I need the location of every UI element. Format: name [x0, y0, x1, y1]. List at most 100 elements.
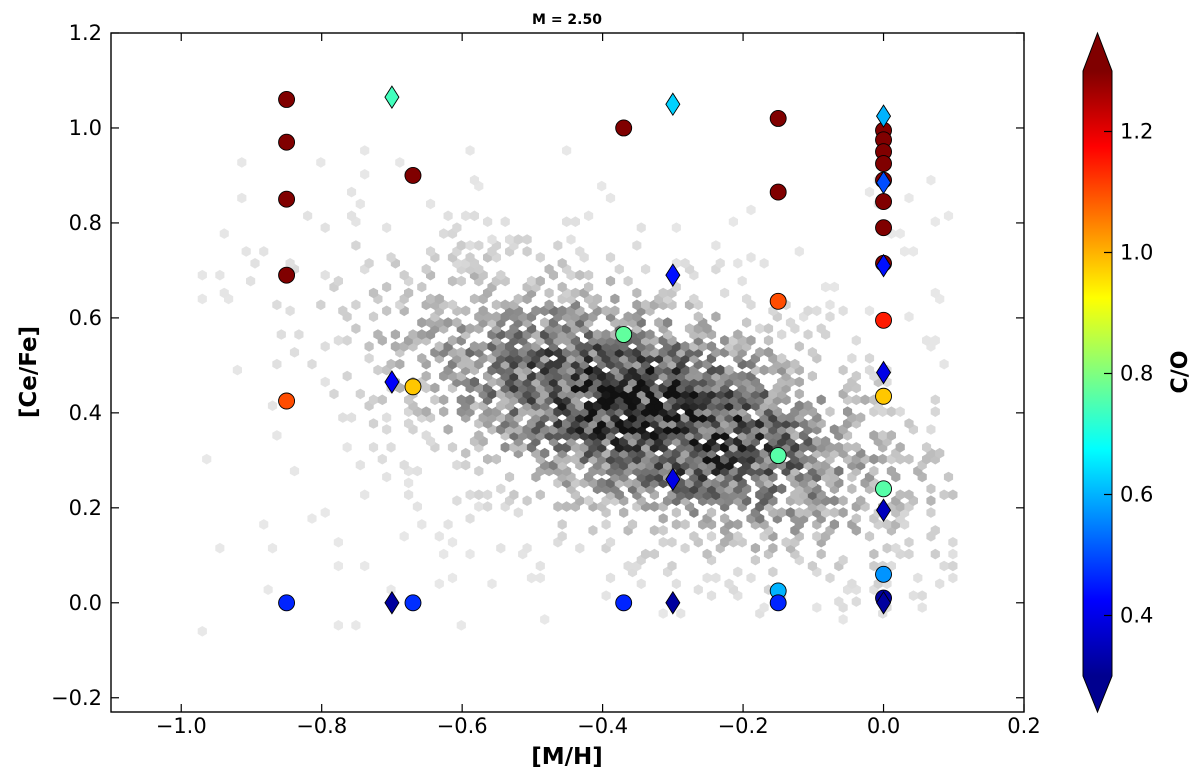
circle-point [769, 110, 787, 127]
hexbin-cell [676, 608, 686, 619]
hexbin-cell [777, 353, 787, 364]
circle-point [769, 594, 787, 612]
hexbin-cell [399, 269, 409, 281]
hexbin-cell [895, 228, 905, 239]
hexbin-cell [333, 335, 343, 346]
diamond-point [665, 590, 681, 615]
hexbin-cell [763, 323, 774, 334]
hexbin-cell [544, 287, 554, 299]
hexbin-cell [320, 222, 330, 233]
hexbin-cell [627, 519, 638, 530]
hexbin-cell [943, 471, 954, 483]
hexbin-cell [237, 157, 247, 168]
circle-point [769, 183, 787, 201]
hexbin-cell [816, 323, 826, 334]
y-axis: −0.2 0.0 0.2 0.4 0.6 0.8 1.0 1.2 [51, 21, 1024, 710]
hexbin-cell [461, 459, 471, 471]
hexbin-cell [562, 145, 572, 156]
hexbin-cell [544, 263, 554, 275]
circle-point [278, 91, 296, 108]
colorbar-tick-label: 1.2 [1120, 120, 1153, 144]
diamond-point [384, 370, 400, 394]
hexbin-cell [404, 489, 414, 501]
hexbin-cell [926, 174, 936, 186]
hexbin-cell [610, 305, 620, 317]
hexbin-cell [869, 453, 879, 465]
hexbin-cell [360, 489, 370, 501]
hexbin-cell [465, 489, 475, 501]
hexbin-cell [382, 412, 392, 423]
hexbin-cell [851, 335, 861, 346]
hexbin-cell [417, 329, 427, 340]
hexbin-cell [307, 358, 317, 370]
hexbin-cell [803, 329, 813, 340]
hexbin-cell [597, 180, 607, 192]
hexbin-cell [522, 495, 532, 506]
hexbin-cell [294, 329, 304, 340]
hexbin-cell [202, 453, 212, 465]
hexbin-cell [838, 495, 848, 506]
y-tick-label: 0.4 [69, 401, 102, 425]
hexbin-cell [658, 525, 668, 536]
hexbin-cell [465, 513, 475, 524]
hexbin-cell [434, 578, 444, 590]
hexbin-cell [869, 548, 879, 560]
colorbar-tick-label: 0.8 [1120, 362, 1153, 386]
hexbin-cell [430, 394, 440, 406]
hexbin-cell [452, 459, 462, 471]
scatter-points [278, 85, 892, 615]
hexbin-cell [601, 305, 611, 317]
hexbin-cell [426, 293, 436, 305]
hexbin-cell [913, 572, 923, 584]
hexbin-cell [939, 560, 949, 572]
hexbin-cell [382, 305, 392, 317]
hexbin-cell [465, 548, 475, 560]
hexbin-cell [439, 406, 449, 417]
hexbin-cell [421, 370, 431, 382]
hexbin-cell [847, 353, 857, 364]
hexbin-cell [649, 525, 659, 536]
hexbin-cell [347, 412, 357, 423]
hexbin-cell [812, 531, 822, 542]
hexbin-cell [469, 210, 479, 222]
hexbin-cell [347, 210, 357, 222]
hexbin-cell [623, 275, 633, 287]
hexbin-cell [439, 548, 449, 560]
hexbin-cell [557, 531, 567, 542]
colorbar-tick-label: 0.4 [1120, 604, 1153, 628]
hexbin-cell [821, 436, 831, 447]
hexbin-cell [948, 548, 958, 560]
hexbin-cell [355, 198, 365, 210]
hexbin-cell [421, 430, 431, 441]
hexbin-cell [456, 275, 466, 287]
hexbin-cell [895, 406, 905, 417]
hexbin-cell [575, 246, 585, 257]
hexbin-cell [535, 252, 545, 263]
hexbin-cell [649, 548, 659, 560]
hexbin-cell [215, 269, 225, 281]
hexbin-cell [715, 258, 725, 269]
hexbin-cell [465, 323, 475, 334]
hexbin-cell [439, 228, 449, 239]
hexbin-cell [478, 305, 488, 317]
hexbin-cell [926, 495, 936, 506]
hexbin-cell [259, 246, 269, 257]
hexbin-cell [364, 258, 374, 269]
hexbin-cell [386, 358, 396, 370]
hexbin-cell [869, 560, 879, 572]
hexbin-cell [851, 370, 861, 382]
hexbin-cell [509, 489, 519, 501]
hexbin-cell [531, 305, 541, 317]
hexbin-cell [456, 240, 466, 251]
hexbin-cell [763, 335, 774, 346]
hexbin-cell [755, 347, 765, 358]
hexbin-cell [838, 305, 848, 317]
hexbin-cell [417, 281, 427, 293]
circle-point [875, 193, 892, 211]
hexbin-cell [715, 364, 725, 376]
hexbin-cell [671, 519, 681, 530]
hexbin-cell [474, 489, 484, 501]
x-axis: −1.0 −0.8 −0.6 −0.4 −0.2 0.0 0.2 [156, 33, 1041, 738]
hexbin-cell [829, 281, 839, 293]
hexbin-cell [605, 275, 616, 287]
